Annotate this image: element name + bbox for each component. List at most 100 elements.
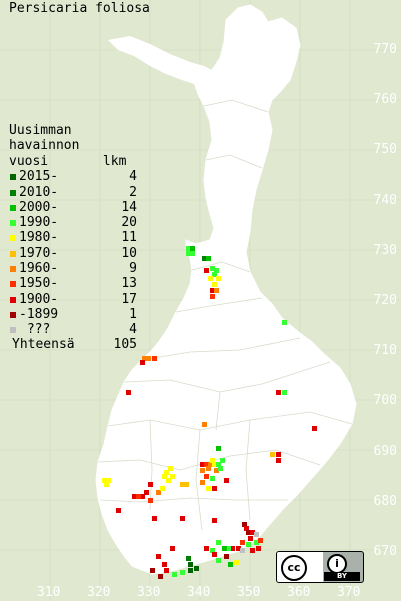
observation-square xyxy=(188,562,193,567)
observation-square xyxy=(158,574,163,579)
observation-square xyxy=(140,360,145,365)
observation-square xyxy=(162,562,167,567)
legend-row: 2015- 4 xyxy=(9,169,137,184)
observation-square xyxy=(212,282,217,287)
observation-square xyxy=(224,478,229,483)
observation-square xyxy=(172,572,177,577)
map-title: Persicaria foliosa xyxy=(9,1,150,16)
observation-square xyxy=(312,426,317,431)
observation-square xyxy=(276,390,281,395)
observation-square xyxy=(164,568,169,573)
observation-square xyxy=(224,554,229,559)
observation-square xyxy=(188,568,193,573)
observation-square xyxy=(200,480,205,485)
observation-square xyxy=(256,546,261,551)
observation-square xyxy=(210,294,215,299)
observation-square xyxy=(106,478,111,483)
observation-square xyxy=(102,478,107,483)
legend-row: 1990- 20 xyxy=(9,215,137,231)
observation-square xyxy=(144,490,149,495)
observation-square xyxy=(212,486,217,491)
observation-square xyxy=(240,548,245,553)
legend-count: 20 xyxy=(121,215,137,231)
legend-count: 11 xyxy=(121,230,137,246)
observation-square xyxy=(244,526,249,531)
observation-square xyxy=(250,548,255,553)
observation-square xyxy=(206,256,211,261)
legend-label: 1990- xyxy=(19,215,59,231)
observation-square xyxy=(210,476,215,481)
observation-square xyxy=(254,532,259,537)
legend-swatch xyxy=(10,311,16,318)
observation-square xyxy=(216,462,221,467)
observation-square xyxy=(210,458,215,463)
observation-square xyxy=(184,482,189,487)
observation-square xyxy=(170,546,175,551)
observation-square xyxy=(180,570,185,575)
y-tick-label: 750 xyxy=(373,142,397,158)
observation-square xyxy=(142,356,147,361)
legend-label: 1970- xyxy=(19,245,59,261)
legend-label: 2010- xyxy=(19,184,59,200)
legend-row: 1970- 10 xyxy=(9,245,137,261)
observation-square xyxy=(156,490,161,495)
legend-row: 1900- 17 xyxy=(9,292,137,307)
observation-square xyxy=(210,548,215,553)
legend-count: 13 xyxy=(121,276,137,292)
legend-row: 2010- 2 xyxy=(9,184,137,200)
observation-square xyxy=(242,522,247,527)
finland-arm xyxy=(108,36,212,84)
observation-square xyxy=(216,558,221,563)
observation-square xyxy=(148,498,153,503)
legend-header-2: havainnon xyxy=(9,138,80,154)
observation-square xyxy=(146,356,151,361)
legend-row: 1980- 11 xyxy=(9,230,137,246)
observation-squares xyxy=(102,246,317,579)
legend-header-3: vuosi lkm xyxy=(9,153,127,169)
observation-square xyxy=(204,546,209,551)
legend-total-label: Yhteensä xyxy=(12,337,75,353)
observation-square xyxy=(282,390,287,395)
observation-square xyxy=(180,516,185,521)
attribution-icon: i xyxy=(327,554,347,574)
cc-by-icon[interactable]: cc i BY xyxy=(276,551,364,583)
observation-square xyxy=(222,546,227,551)
legend-swatch xyxy=(10,204,16,211)
observation-square xyxy=(248,536,253,541)
legend-count: 1 xyxy=(129,306,137,322)
observation-square xyxy=(116,508,121,513)
legend-label: 1980- xyxy=(19,230,59,246)
legend-swatch xyxy=(10,174,16,181)
y-tick-label: 690 xyxy=(373,443,397,459)
observation-square xyxy=(186,246,191,251)
legend-label: 1950- xyxy=(19,276,59,292)
observation-square xyxy=(250,530,255,535)
observation-square xyxy=(230,546,235,551)
cc-icon: cc xyxy=(281,555,307,581)
observation-square xyxy=(168,466,173,471)
observation-square xyxy=(258,538,263,543)
observation-square xyxy=(194,566,199,571)
observation-square xyxy=(208,276,213,281)
legend-label: -1899 xyxy=(19,306,59,322)
observation-square xyxy=(276,452,281,457)
legend-count: 10 xyxy=(121,245,137,261)
observation-square xyxy=(246,542,251,547)
x-tick-label: 340 xyxy=(187,585,211,600)
legend-total-count: 105 xyxy=(113,337,137,353)
observation-square xyxy=(236,546,241,551)
observation-square xyxy=(246,530,251,535)
observation-square xyxy=(152,356,157,361)
legend-row: ??? 4 xyxy=(9,322,137,337)
legend-count: 4 xyxy=(129,322,137,338)
observation-square xyxy=(276,458,281,463)
legend-swatch xyxy=(10,266,16,272)
observation-square xyxy=(180,482,185,487)
observation-square xyxy=(164,470,169,475)
y-tick-label: 680 xyxy=(373,493,397,509)
observation-square xyxy=(186,251,191,256)
x-tick-label: 370 xyxy=(337,585,361,600)
observation-square xyxy=(148,482,153,487)
observation-square xyxy=(214,268,219,273)
legend-label: 2000- xyxy=(19,199,59,215)
